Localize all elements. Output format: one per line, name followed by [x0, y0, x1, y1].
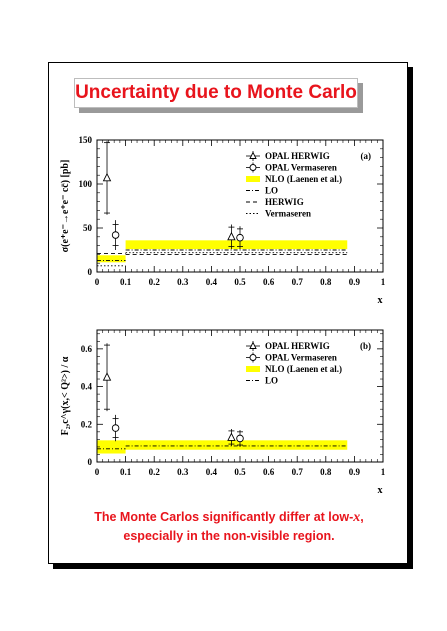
- nlo-band-segment-2: [125, 240, 348, 250]
- title-box: Uncertainty due to Monte Carlo: [74, 78, 358, 108]
- y-tick-label: 50: [83, 223, 93, 233]
- legend-label: OPAL Vermaseren: [265, 163, 337, 173]
- x-tick-label: 0.5: [234, 277, 246, 287]
- legend-label: LO: [265, 186, 278, 196]
- legend-marker-triangle: [249, 341, 257, 349]
- legend-marker-circle: [249, 354, 257, 361]
- chart-panel-2: 0 0.1 0.2 0.3 0.4 0.5 0.6 0.7 0.8 0.9 1 0 0.2 0.4 0.6 x…: [60, 329, 386, 496]
- legend-entry: OPAL Vermaseren: [246, 162, 337, 173]
- x-tick-label: 0.7: [292, 467, 304, 477]
- x-tick-label: 0: [95, 277, 100, 287]
- legend-entry: LO: [246, 376, 278, 386]
- legend-entry: OPAL HERWIG: [246, 341, 330, 351]
- slide-frame: [48, 62, 408, 564]
- x-tick-label: 1: [381, 277, 386, 287]
- y-axis-label: F₂,c^γ(x,< Q²>) / α: [60, 356, 71, 435]
- data-point-herwig: [227, 432, 236, 441]
- x-tick-label: 0.2: [149, 467, 161, 477]
- data-point-herwig: [102, 172, 112, 182]
- y-tick-label: 0.2: [81, 419, 93, 429]
- x-tick-label: 0.6: [263, 467, 275, 477]
- legend-entry: LO: [246, 186, 278, 196]
- x-tick-label: 0.5: [234, 467, 246, 477]
- x-tick-label: 0.3: [177, 277, 189, 287]
- legend-entry: NLO (Laenen et al.): [246, 174, 342, 184]
- y-tick-label: 0.4: [81, 382, 93, 392]
- x-tick-label: 0.4: [206, 467, 218, 477]
- legend-label: OPAL HERWIG: [265, 341, 330, 351]
- footer-line-1: The Monte Carlos significantly differ at…: [48, 510, 410, 526]
- data-point-vermaseren: [111, 231, 120, 239]
- y-tick-label: 150: [79, 135, 93, 145]
- legend-label: HERWIG: [265, 197, 304, 207]
- x-tick-label: 0.2: [149, 277, 161, 287]
- legend-marker-circle: [249, 164, 257, 171]
- legend-entry: HERWIG: [246, 197, 304, 207]
- footer-line-1-text: The Monte Carlos significantly differ at…: [94, 510, 354, 524]
- panel-label: (b): [360, 341, 371, 351]
- x-tick-label: 0.6: [263, 277, 275, 287]
- nlo-band-segment-2: [125, 440, 348, 450]
- chart-panel-1: 0 0.1 0.2 0.3 0.4 0.5 0.6 0.7 0.8 0.9 1 0 50 100 150 x σ…: [60, 135, 386, 306]
- x-tick-label: 0.9: [349, 277, 361, 287]
- legend-label: OPAL Vermaseren: [265, 353, 337, 363]
- x-tick-label: 0.4: [206, 277, 218, 287]
- panel-label: (a): [361, 151, 372, 161]
- data-point-vermaseren: [111, 424, 120, 432]
- legend-label: Vermaseren: [265, 209, 311, 219]
- x-tick-label: 1: [381, 467, 386, 477]
- footer-variable: x: [353, 510, 361, 525]
- page-title: Uncertainty due to Monte Carlo: [75, 82, 357, 103]
- y-axis-label: σ(e⁺e⁻→e⁺e⁻ cc̄) [pb]: [60, 160, 71, 253]
- legend-marker-triangle: [249, 151, 257, 159]
- y-tick-label: 100: [79, 179, 93, 189]
- x-tick-label: 0.7: [292, 277, 304, 287]
- x-tick-label: 0: [95, 467, 100, 477]
- y-tick-label: 0: [88, 457, 93, 467]
- legend-entry: NLO (Laenen et al.): [246, 364, 342, 374]
- x-tick-label: 0.1: [120, 467, 132, 477]
- data-point-vermaseren: [236, 434, 244, 443]
- legend-entry: Vermaseren: [246, 209, 311, 219]
- footer-line-1-suffix: ,: [360, 510, 364, 524]
- nlo-band-segment-1: [97, 440, 126, 454]
- legend-band-swatch: [246, 176, 260, 182]
- data-point-vermaseren: [236, 233, 244, 242]
- legend-label: LO: [265, 376, 278, 386]
- legend-entry: OPAL HERWIG: [246, 151, 330, 161]
- x-axis-label: x: [378, 295, 383, 306]
- x-tick-label: 0.8: [320, 277, 332, 287]
- nlo-band-segment-1: [97, 255, 126, 263]
- legend-entry: OPAL Vermaseren: [246, 352, 337, 363]
- x-tick-label: 0.3: [177, 467, 189, 477]
- y-tick-label: 0: [88, 267, 93, 277]
- x-tick-label: 0.1: [120, 277, 132, 287]
- x-tick-label: 0.9: [349, 467, 361, 477]
- footer-line-2: especially in the non-visible region.: [123, 529, 335, 543]
- data-point-herwig: [227, 231, 236, 241]
- x-axis-label: x: [378, 485, 383, 496]
- legend-label: NLO (Laenen et al.): [265, 174, 342, 184]
- data-point-herwig: [102, 372, 112, 381]
- legend-band-swatch: [246, 366, 260, 372]
- y-tick-label: 0.6: [81, 344, 93, 354]
- legend-label: OPAL HERWIG: [265, 151, 330, 161]
- legend-label: NLO (Laenen et al.): [265, 364, 342, 374]
- x-tick-label: 0.8: [320, 467, 332, 477]
